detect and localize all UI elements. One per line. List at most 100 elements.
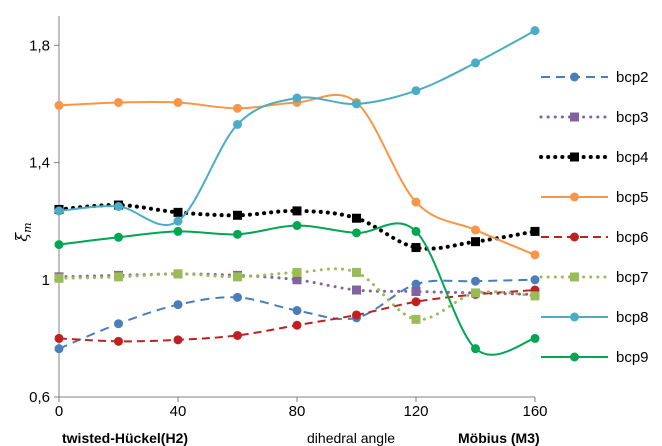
legend-label-bcp5: bcp5 — [616, 189, 649, 206]
series-bcp7 — [54, 267, 540, 324]
y-axis-label: ξm — [12, 222, 34, 241]
data-point-bcp6 — [411, 297, 421, 307]
data-point-bcp9 — [471, 344, 480, 354]
data-point-bcp5 — [173, 97, 183, 107]
data-point-bcp8 — [114, 202, 123, 211]
data-point-bcp9 — [530, 333, 540, 343]
data-point-bcp4 — [173, 207, 183, 217]
data-point-bcp9 — [352, 228, 361, 238]
data-point-bcp5 — [411, 197, 421, 207]
legend-label-bcp4: bcp4 — [616, 149, 649, 166]
series-line-bcp6 — [58, 289, 536, 343]
data-point-bcp2 — [233, 292, 242, 302]
data-point-bcp9 — [292, 221, 302, 231]
axes: 0,6 1 1,4 1,8 0 40 80 120 160 — [29, 16, 548, 420]
legend-label-bcp8: bcp8 — [616, 309, 649, 326]
data-point-bcp2 — [54, 344, 64, 354]
data-point-bcp8 — [54, 206, 64, 216]
data-point-bcp2 — [471, 276, 480, 286]
x-tick-label: 0 — [55, 403, 63, 420]
data-point-bcp4 — [411, 243, 421, 253]
data-point-bcp9 — [54, 240, 64, 250]
x-tick-label: 80 — [289, 403, 306, 420]
data-point-bcp8 — [352, 99, 361, 109]
x-right-label: Möbius (M3) — [458, 430, 540, 446]
legend-item-bcp5: bcp5 — [541, 189, 649, 206]
data-point-bcp5 — [530, 250, 540, 260]
data-point-bcp7 — [173, 269, 183, 279]
x-left-label: twisted-Hückel(H2) — [62, 430, 188, 446]
series-bcp2 — [54, 275, 540, 354]
data-point-bcp4 — [233, 210, 242, 220]
data-point-bcp9 — [114, 232, 123, 242]
data-point-bcp7 — [292, 267, 302, 277]
data-point-bcp8 — [233, 119, 242, 129]
x-tick-label: 120 — [403, 403, 428, 420]
data-point-bcp6 — [114, 336, 123, 346]
legend-label-bcp6: bcp6 — [616, 229, 649, 246]
legend-marker-bcp8 — [570, 312, 579, 322]
data-point-bcp5 — [471, 225, 480, 235]
legend-marker-bcp3 — [570, 112, 579, 122]
legend-label-bcp9: bcp9 — [616, 349, 649, 366]
data-point-bcp2 — [411, 279, 421, 289]
series-line-bcp5 — [58, 93, 536, 256]
data-point-bcp2 — [173, 300, 183, 310]
data-point-bcp7 — [54, 273, 64, 283]
series-lines — [54, 26, 540, 356]
legend-label-bcp7: bcp7 — [616, 269, 649, 286]
legend-item-bcp2: bcp2 — [541, 69, 649, 86]
data-point-bcp8 — [530, 26, 540, 36]
data-point-bcp9 — [233, 229, 242, 239]
data-point-bcp6 — [173, 335, 183, 345]
series-line-bcp4 — [57, 203, 537, 251]
axis-labels: ξm twisted-Hückel(H2) dihedral angle Möb… — [12, 222, 540, 446]
data-point-bcp3 — [411, 286, 421, 296]
data-point-bcp2 — [114, 319, 123, 329]
legend-label-bcp3: bcp3 — [616, 109, 649, 126]
data-point-bcp6 — [54, 333, 64, 343]
legend-item-bcp7: bcp7 — [539, 269, 649, 286]
legend-item-bcp4: bcp4 — [539, 149, 649, 166]
data-point-bcp2 — [292, 306, 302, 316]
legend-item-bcp8: bcp8 — [541, 309, 649, 326]
legend: bcp2 bcp3 bcp4 bcp5 bcp6 bcp7 bcp8 bcp9 — [539, 69, 649, 366]
legend-marker-bcp2 — [570, 72, 579, 82]
data-point-bcp7 — [114, 272, 123, 282]
legend-marker-bcp6 — [570, 232, 579, 242]
data-point-bcp6 — [233, 330, 242, 340]
legend-marker-bcp5 — [570, 192, 579, 202]
data-point-bcp8 — [173, 216, 183, 226]
legend-marker-bcp7 — [570, 272, 579, 282]
data-point-bcp7 — [471, 288, 480, 298]
data-point-bcp4 — [292, 206, 302, 216]
data-point-bcp3 — [352, 285, 361, 295]
series-bcp9 — [54, 221, 540, 356]
y-tick-label: 1,8 — [29, 37, 50, 54]
series-line-bcp9 — [58, 222, 536, 356]
x-tick-label: 160 — [522, 403, 547, 420]
y-tick-label: 1 — [42, 272, 50, 289]
legend-marker-bcp4 — [570, 152, 579, 162]
legend-item-bcp9: bcp9 — [541, 349, 649, 366]
series-line-bcp8 — [58, 29, 536, 227]
data-point-bcp5 — [114, 97, 123, 107]
data-point-bcp8 — [292, 93, 302, 103]
y-tick-label: 0,6 — [29, 389, 50, 406]
data-point-bcp5 — [54, 100, 64, 110]
legend-item-bcp3: bcp3 — [539, 109, 649, 126]
data-point-bcp4 — [530, 226, 540, 236]
data-point-bcp8 — [471, 58, 480, 68]
legend-label-bcp2: bcp2 — [616, 69, 649, 86]
data-point-bcp7 — [352, 267, 361, 277]
series-bcp5 — [54, 93, 540, 260]
data-point-bcp4 — [352, 213, 361, 223]
data-point-bcp9 — [173, 226, 183, 236]
data-point-bcp5 — [233, 103, 242, 113]
data-point-bcp4 — [471, 237, 480, 247]
data-point-bcp7 — [530, 291, 540, 301]
data-point-bcp2 — [530, 275, 540, 285]
series-bcp8 — [54, 26, 540, 227]
